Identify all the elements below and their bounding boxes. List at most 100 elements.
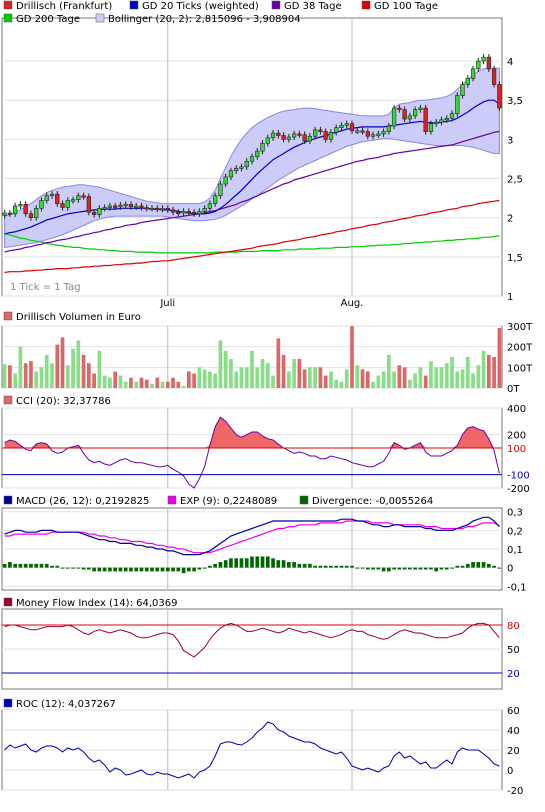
volume-bar	[8, 365, 12, 388]
candle-body	[318, 129, 323, 132]
divergence-bar	[481, 562, 486, 568]
divergence-bar	[65, 567, 70, 569]
y-tick-label: 200	[507, 431, 526, 442]
y-tick-label: 1,5	[507, 253, 523, 264]
cci-reference-lines	[2, 447, 502, 476]
candle-body	[302, 134, 307, 142]
divergence-bar	[97, 567, 102, 572]
divergence-bar	[102, 567, 107, 572]
volume-bar	[144, 379, 149, 388]
volume-bars	[2, 326, 502, 388]
volume-bar	[487, 354, 491, 388]
candle-body	[276, 132, 281, 136]
divergence-bar	[476, 562, 481, 568]
candle-body	[181, 211, 186, 214]
mfi-y-ticks: 20 50 80	[507, 621, 520, 680]
y-tick-label: -20	[507, 786, 523, 797]
volume-bar	[65, 365, 70, 388]
candle-body	[197, 211, 202, 215]
legend-swatch	[3, 0, 13, 10]
volume-bar	[13, 373, 17, 388]
volume-bar	[81, 354, 86, 388]
candle-body	[49, 193, 55, 197]
divergence-bar	[223, 560, 228, 568]
candle-body	[34, 207, 39, 218]
legend-label: Drillisch (Frankfurt)	[16, 1, 112, 12]
volume-bar	[271, 375, 275, 388]
divergence-bar	[465, 563, 470, 568]
y-tick-label: 300T	[507, 322, 533, 333]
mfi-reference-lines	[2, 624, 502, 674]
cci-panel: -200 -100 100 200 400 CCI (20): 32,37786	[1, 395, 530, 495]
candle-body	[239, 166, 244, 169]
candle-body	[376, 133, 381, 136]
volume-bar	[413, 373, 417, 388]
divergence-bar	[292, 562, 296, 568]
price-y-ticks: 1 1,5 2 2,5 3 3,5 4	[507, 57, 523, 303]
candle-body	[460, 84, 465, 96]
candle-body	[18, 204, 23, 207]
divergence-bar	[234, 558, 239, 568]
volume-bar	[181, 385, 186, 388]
divergence-bar	[281, 560, 286, 568]
divergence-bar	[8, 562, 12, 568]
volume-bar	[39, 367, 44, 388]
candle-body	[176, 211, 181, 215]
y-tick-label: 200T	[507, 343, 533, 354]
divergence-bar	[308, 563, 312, 568]
volume-bar	[476, 365, 481, 388]
volume-bar	[18, 346, 23, 388]
volume-bar	[202, 369, 207, 388]
volume-title: Drillisch Volumen in Euro	[16, 312, 141, 323]
candle-body	[265, 137, 270, 144]
volume-bar	[418, 367, 423, 388]
divergence-bar	[392, 567, 396, 570]
divergence-bars	[2, 556, 502, 574]
y-tick-label: 0,1	[507, 545, 523, 556]
divergence-bar	[39, 563, 44, 568]
volume-bar	[439, 367, 444, 388]
gd38-line	[4, 130, 500, 253]
candle-body	[449, 113, 455, 119]
volume-bar	[2, 364, 7, 388]
roc-y-ticks: -20 0 20 40 60	[507, 706, 523, 797]
legend-label: GD 20 Ticks (weighted)	[142, 1, 259, 12]
divergence-bar	[381, 567, 386, 572]
divergence-bar	[360, 567, 365, 569]
volume-bar	[423, 375, 428, 388]
volume-bar	[260, 359, 265, 388]
candle-body	[439, 119, 444, 123]
legend-label: Divergence: -0,0055264	[312, 496, 433, 507]
candle-body	[365, 131, 370, 137]
candle-body	[418, 107, 423, 110]
divergence-bar	[355, 567, 360, 569]
divergence-bar	[129, 567, 133, 572]
candle-body	[249, 156, 255, 162]
volume-bar	[234, 371, 239, 388]
volume-bar	[497, 328, 502, 388]
volume-bar	[302, 369, 307, 388]
volume-bar	[213, 373, 217, 388]
volume-bar	[444, 363, 449, 388]
divergence-bar	[402, 567, 407, 570]
candle-body	[86, 196, 91, 213]
candle-body	[291, 133, 297, 138]
legend-swatch	[3, 495, 13, 505]
volume-bar	[276, 338, 281, 388]
divergence-bar	[239, 558, 244, 568]
divergence-bar	[155, 567, 160, 572]
divergence-bar	[434, 567, 439, 572]
volume-bar	[371, 381, 375, 388]
volume-bar	[334, 379, 339, 388]
volume-bar	[97, 350, 102, 388]
candle-body	[160, 207, 165, 211]
divergence-bar	[334, 565, 339, 568]
macd-y-ticks: -0,1 0 0,1 0,2 0,3	[507, 508, 527, 594]
y-tick-label: 0,2	[507, 526, 523, 537]
volume-bar	[118, 375, 123, 388]
y-tick-label: -0,1	[507, 582, 527, 593]
volume-bar	[297, 359, 302, 388]
divergence-bar	[444, 567, 449, 570]
cci-y-ticks: -200 -100 100 200 400	[507, 404, 530, 495]
divergence-bar	[60, 567, 65, 569]
